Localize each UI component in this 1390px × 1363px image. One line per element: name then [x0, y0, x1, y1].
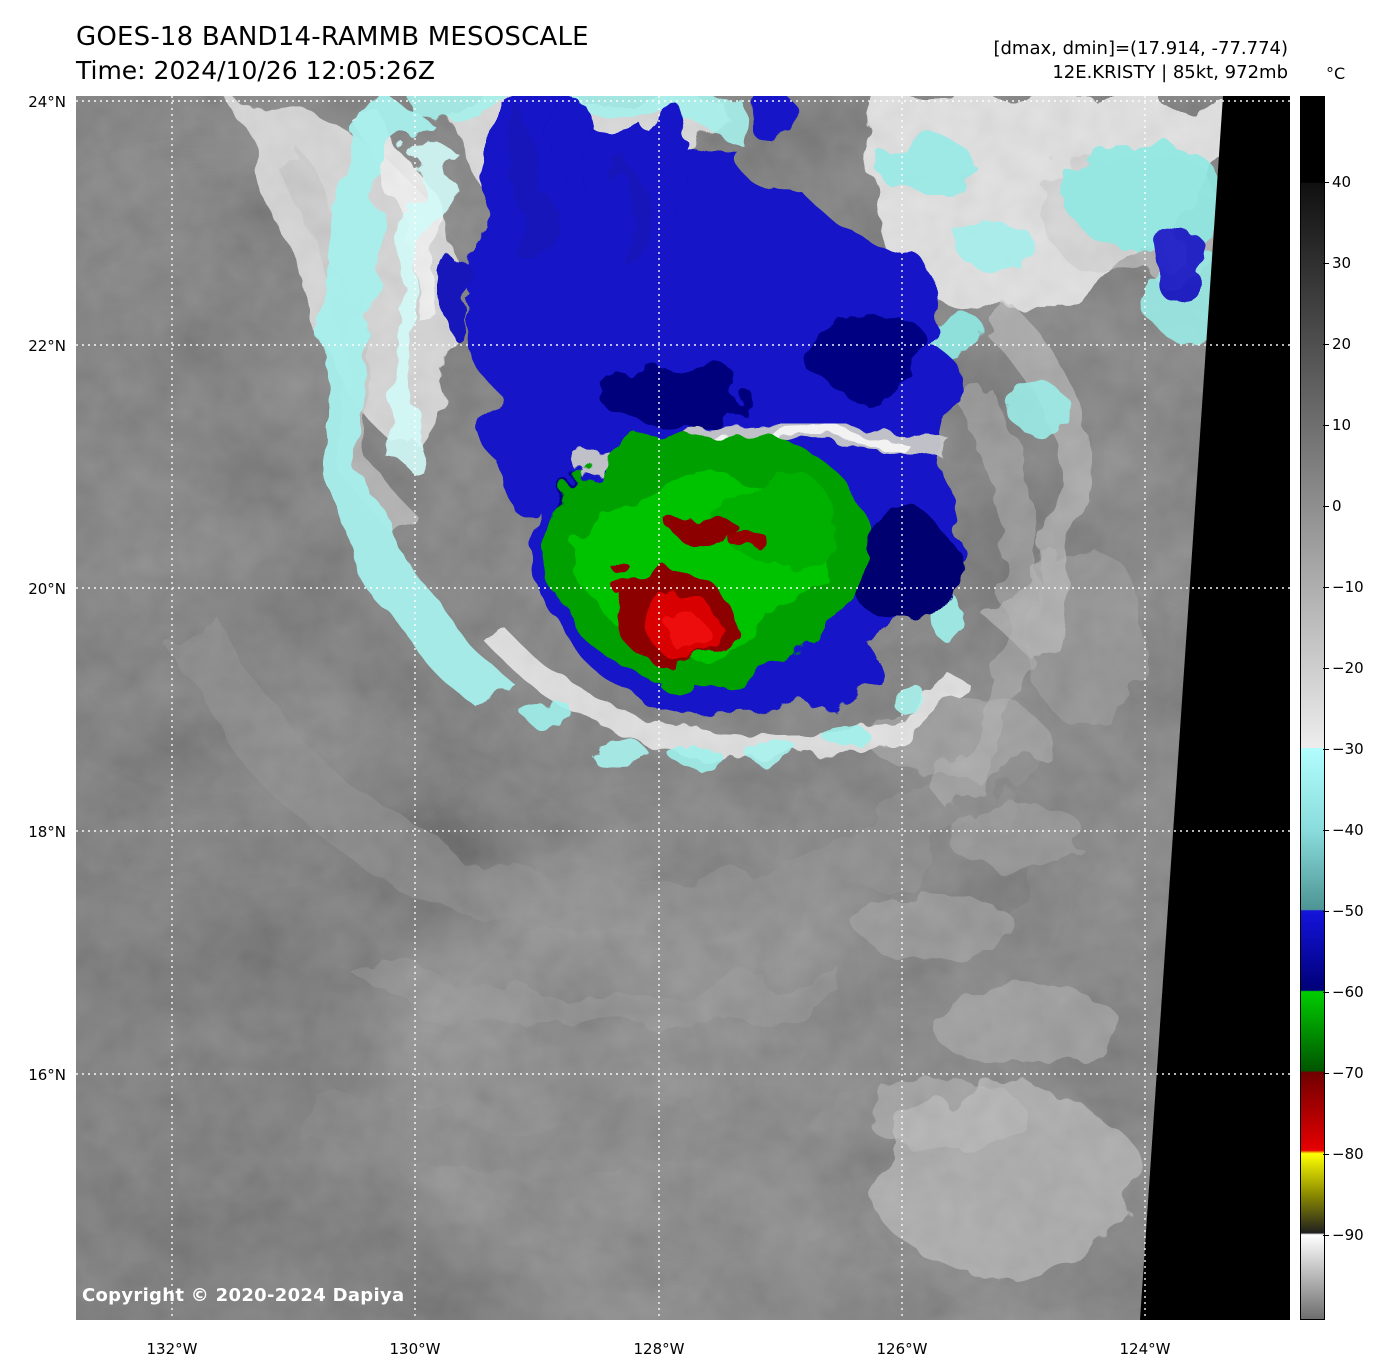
colorbar-tick-label: −20 [1323, 659, 1364, 677]
colorbar-tick-label: −70 [1323, 1064, 1364, 1082]
lon-label: 126°W [876, 1340, 928, 1358]
colorbar [1300, 96, 1325, 1320]
colorbar-tick-label: −50 [1323, 902, 1364, 920]
colorbar-tick-label: −10 [1323, 578, 1364, 596]
lon-label: 132°W [146, 1340, 198, 1358]
lat-label: 24°N [28, 93, 66, 111]
colorbar-tick-label: 20 [1322, 335, 1352, 353]
satellite-map: Copyright © 2020-2024 Dapiya [76, 96, 1290, 1320]
lat-label: 22°N [28, 337, 66, 355]
colorbar-tick-label: 40 [1322, 173, 1352, 191]
lat-label: 20°N [28, 580, 66, 598]
colorbar-tick-label: −60 [1323, 983, 1364, 1001]
colorbar-tick-label: −40 [1323, 821, 1364, 839]
image-time: Time: 2024/10/26 12:05:26Z [76, 56, 435, 85]
colorbar-tick-label: −30 [1323, 740, 1364, 758]
image-title: GOES-18 BAND14-RAMMB MESOSCALE [76, 22, 589, 52]
dmax-dmin-readout: [dmax, dmin]=(17.914, -77.774) [993, 38, 1288, 59]
copyright: Copyright © 2020-2024 Dapiya [82, 1285, 405, 1306]
colorbar-tick-label: 0 [1323, 497, 1342, 515]
lon-label: 124°W [1119, 1340, 1171, 1358]
colorbar-unit: °C [1326, 64, 1346, 83]
lat-label: 18°N [28, 823, 66, 841]
colorbar-tick-label: −90 [1323, 1226, 1364, 1244]
lon-label: 128°W [633, 1340, 685, 1358]
lat-label: 16°N [28, 1066, 66, 1084]
colorbar-tick-label: 10 [1322, 416, 1352, 434]
storm-info: 12E.KRISTY | 85kt, 972mb [1052, 62, 1288, 83]
lon-label: 130°W [389, 1340, 441, 1358]
colorbar-tick-label: 30 [1322, 254, 1352, 272]
colorbar-tick-label: −80 [1323, 1145, 1364, 1163]
satellite-image [76, 96, 1290, 1320]
